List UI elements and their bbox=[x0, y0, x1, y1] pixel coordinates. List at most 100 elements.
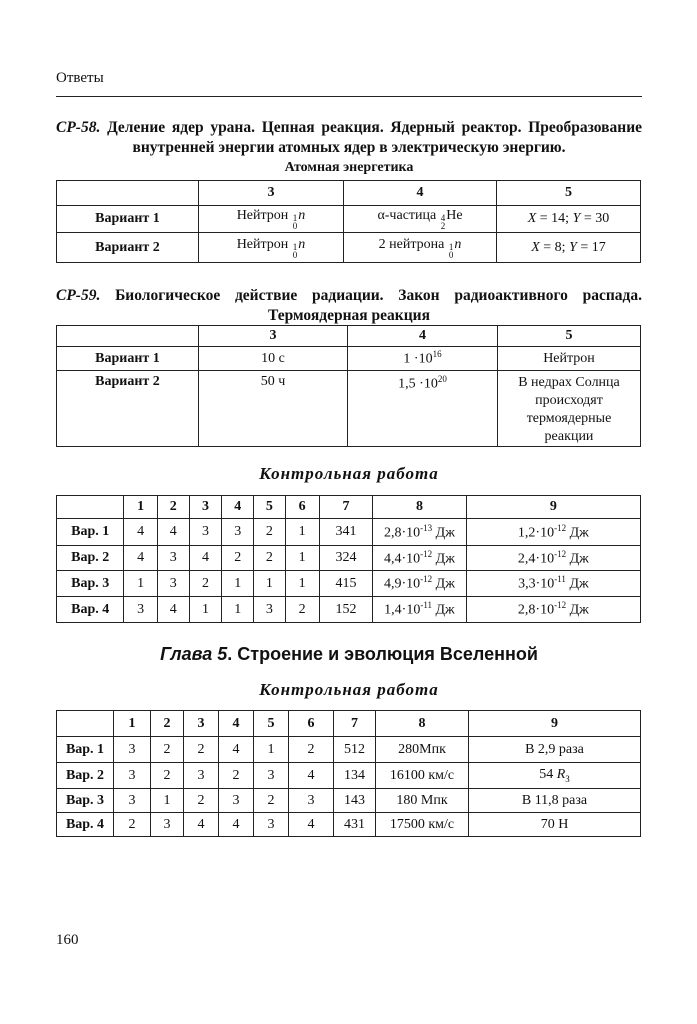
cell-text: 1 bbox=[234, 575, 242, 591]
cell-text: Нейтрон bbox=[236, 208, 292, 223]
cell-text: α-частица bbox=[377, 208, 440, 223]
table-cell: 512 bbox=[333, 736, 376, 763]
table-row: Вар. 2 4 3 4 2 2 1 324 4,4·10-12 Дж 2,4·10-12 Дж bbox=[55, 545, 642, 571]
cell-text: 2 нейтрона bbox=[378, 236, 448, 252]
column-header: 2 bbox=[156, 495, 190, 519]
cell-text: Вар. 4 bbox=[71, 601, 110, 617]
cell-text: 10 с bbox=[261, 350, 285, 366]
row-label: Вариант 1 bbox=[56, 205, 199, 233]
cell-text: Вариант 1 bbox=[95, 211, 160, 226]
column-header: 3 bbox=[188, 495, 223, 519]
table-cell: 1 ·1016 bbox=[347, 346, 498, 371]
cell-text: 17500 км/с bbox=[389, 816, 455, 832]
cell-text: 4 bbox=[169, 524, 177, 539]
cell-text: Дж bbox=[566, 602, 589, 618]
table-cell: 1 bbox=[188, 596, 223, 623]
math-symbol: Y bbox=[569, 239, 577, 255]
column-header: 1 bbox=[113, 710, 151, 737]
column-header: 5 bbox=[253, 495, 286, 519]
cell-text: Дж bbox=[432, 551, 455, 567]
exponent: -12 bbox=[420, 574, 433, 585]
table-cell: 3 bbox=[253, 812, 289, 837]
row-label: Вариант 2 bbox=[56, 232, 199, 263]
cell-text: 2 bbox=[265, 524, 273, 539]
math-symbol: X bbox=[527, 211, 537, 226]
cell-text: 3 bbox=[169, 575, 177, 591]
cell-text: 70 Н bbox=[540, 816, 569, 832]
table-cell: 4 bbox=[156, 596, 190, 623]
cell-text: 2 bbox=[197, 792, 205, 808]
table-row: Вар. 2 3 2 3 2 3 4 134 16100 км/с 54 RЗ bbox=[56, 762, 641, 789]
column-header: 2 bbox=[150, 710, 184, 737]
table-cell: В 11,8 раза bbox=[468, 788, 641, 813]
cell-text: 4 bbox=[307, 767, 315, 783]
control-work-title: Контрольная работа bbox=[259, 464, 439, 483]
cell-text: = 17 bbox=[576, 239, 606, 255]
cell-text: 512 bbox=[344, 741, 365, 757]
table-cell: 415 bbox=[318, 570, 374, 597]
column-header: 6 bbox=[288, 710, 334, 737]
table-cell: Нейтрон bbox=[497, 346, 641, 371]
cell-text: 1 ·10 bbox=[403, 351, 433, 367]
exponent: -11 bbox=[554, 574, 566, 585]
cell-text: Дж bbox=[566, 525, 589, 541]
cell-text: 2 bbox=[232, 767, 240, 783]
table-sr59: 3 4 5 Вариант 1 10 с 1 ·1016 Нейтрон Вариант 2 5… bbox=[56, 325, 641, 447]
table-cell: 50 ч bbox=[198, 370, 348, 447]
exponent: 16 bbox=[432, 349, 442, 360]
cell-text: 2 bbox=[163, 741, 171, 757]
cell-text: 4,4·10 bbox=[383, 551, 421, 567]
table-cell: 1 bbox=[221, 570, 255, 597]
table-cell: 4,4·10-12 Дж bbox=[372, 545, 467, 571]
column-header: 5 bbox=[496, 180, 641, 206]
table-cell: 3,3·10-11 Дж bbox=[465, 570, 642, 597]
table-cell: 152 bbox=[318, 596, 374, 623]
section-number: СР-59. bbox=[56, 287, 101, 304]
cell-text: 3 bbox=[128, 792, 136, 808]
table-cell: 2 bbox=[183, 736, 219, 763]
cell-text: 415 bbox=[335, 575, 357, 591]
cell-text: 1 bbox=[234, 601, 242, 617]
row-label: Вар. 1 bbox=[55, 518, 125, 546]
column-header: 4 bbox=[218, 710, 254, 737]
table-cell: 134 bbox=[333, 762, 376, 789]
cell-text: 280Мпк bbox=[398, 741, 446, 757]
cell-text: Вар. 2 bbox=[71, 550, 110, 565]
cell-text: Вар. 3 bbox=[65, 792, 105, 808]
table-cell: 3 bbox=[253, 762, 289, 789]
table-cell: 2 bbox=[183, 788, 219, 813]
running-header: Ответы bbox=[56, 70, 104, 86]
cell-text: 4 bbox=[232, 816, 240, 832]
cell-text: 3 bbox=[265, 601, 273, 617]
cell-text: 2 bbox=[267, 792, 275, 808]
cell-text: Дж bbox=[565, 576, 589, 592]
exponent: -13 bbox=[420, 522, 433, 533]
exponent: -11 bbox=[420, 600, 432, 611]
cell-text: 1 bbox=[298, 550, 306, 565]
cell-text: 341 bbox=[335, 524, 357, 539]
table-cell: 2 bbox=[288, 736, 334, 763]
charge-number: 2 bbox=[440, 221, 446, 231]
column-header: 9 bbox=[468, 710, 641, 737]
column-header: 3 bbox=[183, 710, 219, 737]
chapter-heading: Глава 5. Строение и эволюция Вселенной bbox=[56, 644, 642, 665]
table-cell: 54 RЗ bbox=[468, 762, 641, 789]
cell-text: 3 bbox=[307, 792, 315, 808]
cell-text: 1,5 ·10 bbox=[398, 376, 438, 392]
cell-text: 3 bbox=[234, 524, 242, 539]
table-cell: 3 bbox=[183, 762, 219, 789]
cell-text: 3 bbox=[267, 816, 275, 832]
row-label: Вар. 4 bbox=[56, 812, 114, 837]
table-cell: 3 bbox=[123, 596, 158, 623]
column-header: 9 bbox=[465, 495, 642, 519]
cell-text: 143 bbox=[344, 792, 365, 808]
cell-text: Вар. 1 bbox=[71, 524, 110, 539]
exponent: -12 bbox=[420, 548, 433, 559]
table-control-work-2: 1 2 3 4 5 6 7 8 9 Вар. 1 3 2 2 4 1 2 512 280Мпк В 2,9 раза… bbox=[56, 710, 641, 837]
cell-text: 4 bbox=[137, 524, 145, 539]
cell-text: 3 bbox=[197, 767, 205, 783]
